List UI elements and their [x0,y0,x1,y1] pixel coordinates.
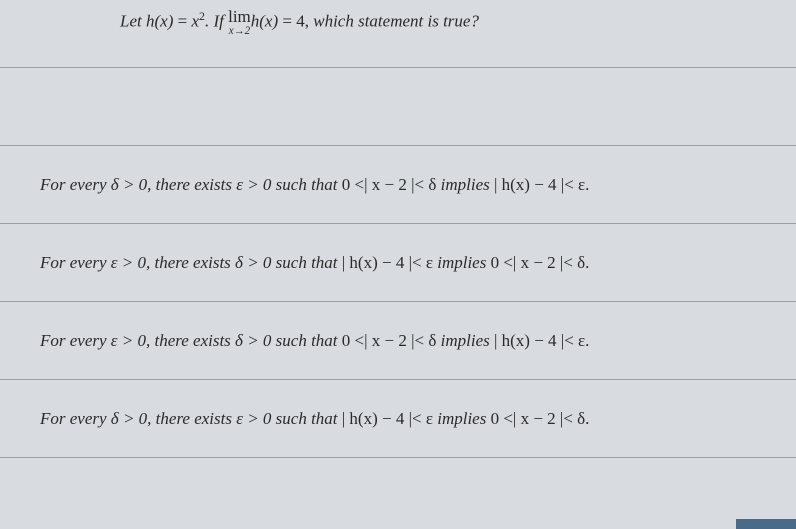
opt-implies: implies [437,253,490,272]
q-eq2: = 4, [278,12,313,31]
question-prompt: Let h(x) = x2. If limx→2h(x) = 4, which … [0,0,796,68]
opt-cond: | h(x) − 4 |< ε [342,409,437,428]
option-b[interactable]: For every ε > 0, there exists δ > 0 such… [0,224,796,302]
opt-cond: 0 <| x − 2 |< δ [342,175,441,194]
q-eq1: = [173,12,191,31]
option-b-text: For every ε > 0, there exists δ > 0 such… [40,250,589,276]
opt-mid: there exists δ > 0 such that [154,253,341,272]
lim-arg: h(x) [251,12,278,31]
opt-res: | h(x) − 4 |< ε. [494,175,589,194]
opt-lead: For every δ > 0, [40,409,156,428]
option-a-text: For every δ > 0, there exists ε > 0 such… [40,172,589,198]
opt-implies: implies [441,175,494,194]
opt-mid: there exists δ > 0 such that [154,331,341,350]
opt-implies: implies [441,331,494,350]
opt-res: 0 <| x − 2 |< δ. [491,253,590,272]
q-prefix: Let [120,12,146,31]
option-d-text: For every δ > 0, there exists ε > 0 such… [40,406,589,432]
opt-implies: implies [437,409,490,428]
opt-mid: there exists ε > 0 such that [156,175,342,194]
spacer-row [0,68,796,146]
q-tail: which statement is true? [313,12,479,31]
lim-sub: x→2 [228,26,251,37]
opt-lead: For every δ > 0, [40,175,156,194]
option-c[interactable]: For every ε > 0, there exists δ > 0 such… [0,302,796,380]
option-d[interactable]: For every δ > 0, there exists ε > 0 such… [0,380,796,458]
opt-cond: 0 <| x − 2 |< δ [342,331,441,350]
opt-res: 0 <| x − 2 |< δ. [491,409,590,428]
opt-res: | h(x) − 4 |< ε. [494,331,589,350]
worksheet-page: Let h(x) = x2. If limx→2h(x) = 4, which … [0,0,796,529]
limit-expression: limx→2 [228,8,251,37]
opt-mid: there exists ε > 0 such that [156,409,342,428]
q-if: If [213,12,228,31]
lim-word: lim [228,8,251,25]
opt-cond: | h(x) − 4 |< ε [342,253,437,272]
opt-lead: For every ε > 0, [40,331,154,350]
q-func-lhs: h(x) [146,12,173,31]
corner-accent [736,519,796,529]
opt-lead: For every ε > 0, [40,253,154,272]
question-text: Let h(x) = x2. If limx→2h(x) = 4, which … [120,8,479,37]
q-var: x [191,12,199,31]
option-c-text: For every ε > 0, there exists δ > 0 such… [40,328,589,354]
option-a[interactable]: For every δ > 0, there exists ε > 0 such… [0,146,796,224]
